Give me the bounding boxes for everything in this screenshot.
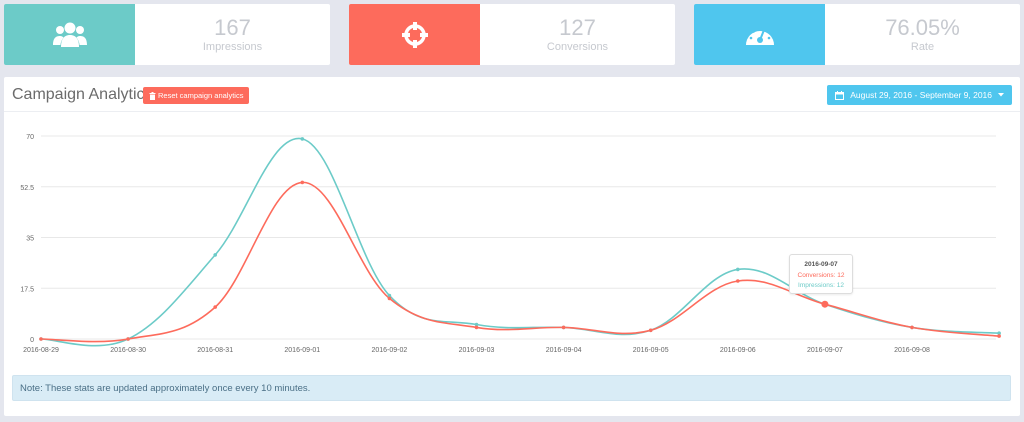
conversions-data-point[interactable]: [997, 334, 1001, 338]
y-tick-label: 35: [26, 236, 34, 243]
x-tick-label: 2016-09-01: [284, 347, 320, 354]
x-tick-label: 2016-09-06: [720, 347, 756, 354]
impressions-data-point[interactable]: [736, 267, 740, 272]
conversions-data-point[interactable]: [474, 325, 479, 330]
conversions-label: Conversions: [546, 41, 609, 53]
x-tick-label: 2016-08-29: [23, 347, 59, 354]
conversions-data-point[interactable]: [910, 325, 914, 330]
conversions-stat-card: 127 Conversions: [349, 4, 675, 65]
conversions-data-point[interactable]: [387, 296, 392, 301]
x-tick-label: 2016-08-31: [197, 347, 233, 354]
caret-down-icon: [998, 93, 1004, 97]
chart-tooltip: 2016-09-07 Conversions: 12 Impressions: …: [789, 254, 853, 294]
date-range-picker[interactable]: August 29, 2016 - September 9, 2016: [827, 85, 1012, 105]
x-tick-label: 2016-09-04: [546, 347, 582, 354]
reset-analytics-label: Reset campaign analytics: [158, 91, 244, 100]
impressions-data-point[interactable]: [474, 322, 479, 327]
y-tick-label: 17.5: [20, 286, 34, 293]
conversions-data-point[interactable]: [561, 325, 566, 330]
impressions-data-point[interactable]: [213, 253, 217, 257]
rate-stat-card: 76.05% Rate: [694, 4, 1020, 65]
conversions-data-point[interactable]: [736, 279, 740, 283]
conversions-data-point[interactable]: [821, 300, 829, 308]
impressions-label: Impressions: [202, 41, 263, 53]
panel-title: Campaign Analytics: [12, 86, 153, 103]
x-tick-label: 2016-09-07: [807, 347, 843, 354]
users-icon: [4, 4, 135, 65]
y-tick-label: 70: [26, 134, 34, 141]
conversions-series-line: [40, 181, 1000, 343]
x-tick-label: 2016-09-02: [371, 347, 407, 354]
rate-label: Rate: [910, 41, 935, 53]
conversions-data-point[interactable]: [300, 180, 305, 185]
x-tick-label: 2016-09-03: [459, 347, 495, 354]
calendar-icon: [835, 90, 845, 100]
tooltip-date: 2016-09-07: [804, 261, 838, 268]
impressions-count: 167: [214, 15, 251, 40]
conversions-data-point[interactable]: [648, 328, 653, 333]
x-tick-label: 2016-08-30: [110, 347, 146, 354]
campaign-line-chart: 0 17.5 35 52.5 70 2016-08-29 2016-08-30 2016-0…: [20, 134, 1001, 354]
conversions-data-point[interactable]: [126, 337, 130, 341]
date-range-label: August 29, 2016 - September 9, 2016: [850, 90, 992, 100]
impressions-data-point[interactable]: [997, 331, 1001, 335]
impressions-data-point[interactable]: [300, 137, 305, 141]
y-tick-label: 0: [30, 337, 34, 344]
impressions-data-point[interactable]: [387, 293, 392, 298]
impressions-series-line: [40, 137, 1000, 347]
x-tick-label: 2016-09-08: [894, 347, 930, 354]
tooltip-impressions: Impressions: 12: [798, 282, 844, 289]
x-tick-label: 2016-09-05: [633, 347, 669, 354]
trash-icon: [149, 91, 156, 100]
gauge-icon: [694, 4, 825, 65]
reset-analytics-button[interactable]: Reset campaign analytics: [143, 87, 250, 104]
y-tick-label: 52.5: [20, 185, 34, 192]
crosshair-icon: [349, 4, 480, 65]
conversions-data-point[interactable]: [213, 305, 217, 309]
campaign-analytics-panel: Campaign Analytics Reset campaign analyt…: [4, 77, 1020, 416]
tooltip-conversions: Conversions: 12: [797, 271, 845, 279]
rate-value: 76.05%: [885, 15, 960, 40]
panel-header-divider: [4, 111, 1020, 112]
conversions-data-point[interactable]: [39, 337, 43, 341]
conversions-count: 127: [559, 15, 596, 40]
update-note: Note: These stats are updated approximat…: [12, 375, 1011, 401]
impressions-stat-card: 167 Impressions: [4, 4, 330, 65]
